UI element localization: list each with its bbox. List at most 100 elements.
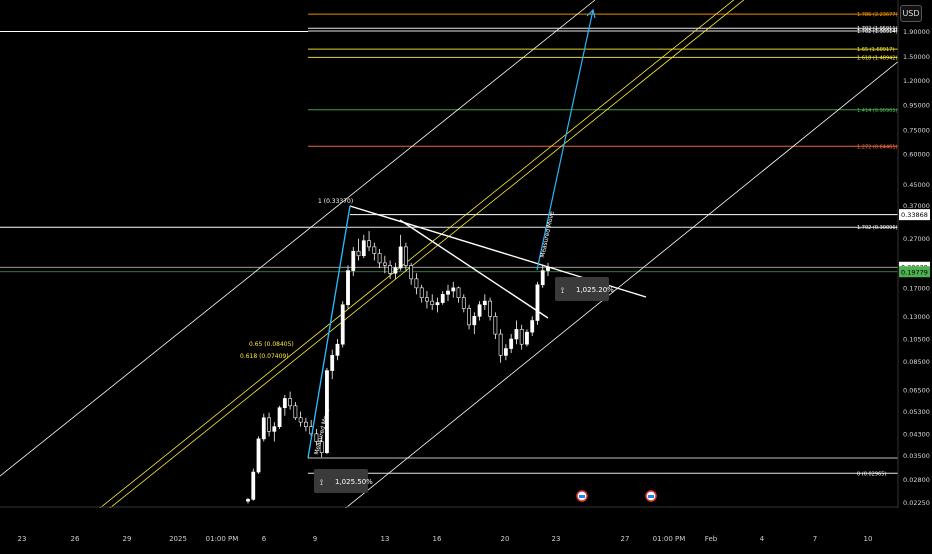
candle-body xyxy=(277,407,282,427)
fib-anchor-label: 0.618 (0.07409) xyxy=(240,353,289,360)
price-badge-text: 0.33868 xyxy=(901,211,928,219)
x-axis-tick-label: 29 xyxy=(123,535,132,543)
x-axis-tick-label: 7 xyxy=(813,535,817,543)
candle-body xyxy=(461,297,466,309)
candle-body xyxy=(361,240,366,257)
y-axis-tick-label: 0.02800 xyxy=(903,476,930,484)
candle-body xyxy=(282,398,287,408)
candle-body xyxy=(325,370,329,453)
channel-mid-line xyxy=(99,0,735,508)
y-axis-tick-label: 0.75000 xyxy=(903,127,930,135)
candle-body xyxy=(351,250,356,271)
price-badge-bg xyxy=(899,266,930,278)
y-axis-tick-label: 1.50000 xyxy=(903,53,930,61)
channel-mid-line xyxy=(109,0,745,508)
candle-body xyxy=(372,246,377,254)
x-axis-tick-label: 26 xyxy=(71,535,80,543)
candle-body xyxy=(377,253,382,264)
currency-selector-button[interactable]: USD xyxy=(900,5,922,22)
x-axis-tick-label: 4 xyxy=(760,535,765,543)
price-badge: 0.19779 xyxy=(899,266,930,278)
fib-anchor-label: 1 (0.33370) xyxy=(318,198,353,205)
y-axis-tick-label: 0.10500 xyxy=(903,336,930,344)
price-badge-text: 0.19779 xyxy=(901,268,928,276)
candle-body xyxy=(498,333,503,356)
fib-level-label: 1.702 (0.30096) xyxy=(857,225,898,231)
candle-body xyxy=(425,297,429,302)
y-axis-tick-label: 0.03500 xyxy=(903,452,930,460)
x-axis-tick-label: 6 xyxy=(262,535,267,543)
candle-body xyxy=(382,262,387,266)
measure-box: ⟟ 1,025.50% xyxy=(314,469,373,493)
candle-body xyxy=(367,240,371,248)
candle-body xyxy=(503,348,508,356)
fib-level-label: 1.414 (0.90901) xyxy=(857,108,898,114)
candle-body xyxy=(251,471,256,500)
candle-body xyxy=(482,300,487,306)
y-axis-tick-label: 0.06500 xyxy=(903,386,930,394)
fib-level-label: 0 (0.02965) xyxy=(857,471,886,477)
candle-body xyxy=(446,290,450,295)
fib-level-label: 1.618 (1.48942) xyxy=(857,55,898,61)
x-axis-tick-label: 23 xyxy=(552,535,561,543)
candle-body xyxy=(530,320,535,333)
fib-level-label: 1.272 (0.64461) xyxy=(857,144,898,150)
candle-body xyxy=(330,355,335,371)
fib-level-label: 1.702 (1.95911) xyxy=(857,26,898,32)
candle-body xyxy=(509,338,514,349)
candle-body xyxy=(430,300,435,306)
candle-body xyxy=(261,417,266,440)
x-axis-tick-label: 16 xyxy=(433,535,442,543)
candle-body xyxy=(403,246,408,266)
candle-body xyxy=(414,278,419,289)
measure-box: ⟟ 1,025.20% xyxy=(555,277,614,301)
candle-body xyxy=(435,302,440,306)
candle-body xyxy=(440,293,445,303)
candle-body xyxy=(246,499,250,502)
candle-body xyxy=(488,300,493,317)
candle-body xyxy=(335,343,340,356)
fib-anchor-label: 0.65 (0.08405) xyxy=(249,341,294,348)
trendline-lower xyxy=(399,219,549,319)
candle-body xyxy=(314,433,319,442)
y-axis-tick-label: 0.08500 xyxy=(903,358,930,366)
candle-body xyxy=(293,405,298,419)
candle-body xyxy=(346,270,350,306)
candle-body xyxy=(388,265,393,274)
candle-body xyxy=(525,331,529,345)
candle-body xyxy=(398,246,403,269)
candle-body xyxy=(519,329,524,345)
measure-box-bg xyxy=(555,277,609,301)
candle-body xyxy=(288,398,293,407)
candle-body xyxy=(472,316,477,326)
x-axis-tick-label: 13 xyxy=(381,535,390,543)
y-axis-tick-label: 1.20000 xyxy=(903,77,930,85)
y-axis-tick-label: 0.37000 xyxy=(903,202,930,210)
event-marker-flag xyxy=(648,495,654,498)
candle-body xyxy=(272,426,277,432)
candle-body xyxy=(467,308,471,326)
candle-body xyxy=(409,265,414,280)
x-axis-tick-label: 20 xyxy=(501,535,510,543)
y-axis-tick-label: 0.60000 xyxy=(903,150,930,158)
x-axis-tick-label: 01:00 PM xyxy=(206,535,239,543)
event-marker-icon xyxy=(645,490,657,502)
price-badge-bg xyxy=(899,209,930,221)
plot-area: 1.786 (2.23677) 1.702 (1.95911)1.702 (1.9… xyxy=(0,0,898,508)
candle-body xyxy=(256,438,261,473)
price-badge: 0.33868 xyxy=(899,209,930,221)
fib-level-label: 1.65 (1.60917) xyxy=(857,47,894,53)
candle-body xyxy=(493,316,498,335)
x-axis-tick-label: 01:00 PM xyxy=(653,535,686,543)
x-axis-tick-label: 2025 xyxy=(169,535,187,543)
candle-body xyxy=(456,287,461,298)
candle-body xyxy=(319,441,324,453)
measure-box-value: 1,025.20% xyxy=(576,286,614,294)
ruler-icon: ⟟ xyxy=(561,286,564,295)
measured-move-label: Measured Move xyxy=(539,210,556,258)
arrowhead xyxy=(586,8,596,19)
y-axis-tick-label: 1.90000 xyxy=(903,28,930,36)
candle-body xyxy=(514,329,519,340)
